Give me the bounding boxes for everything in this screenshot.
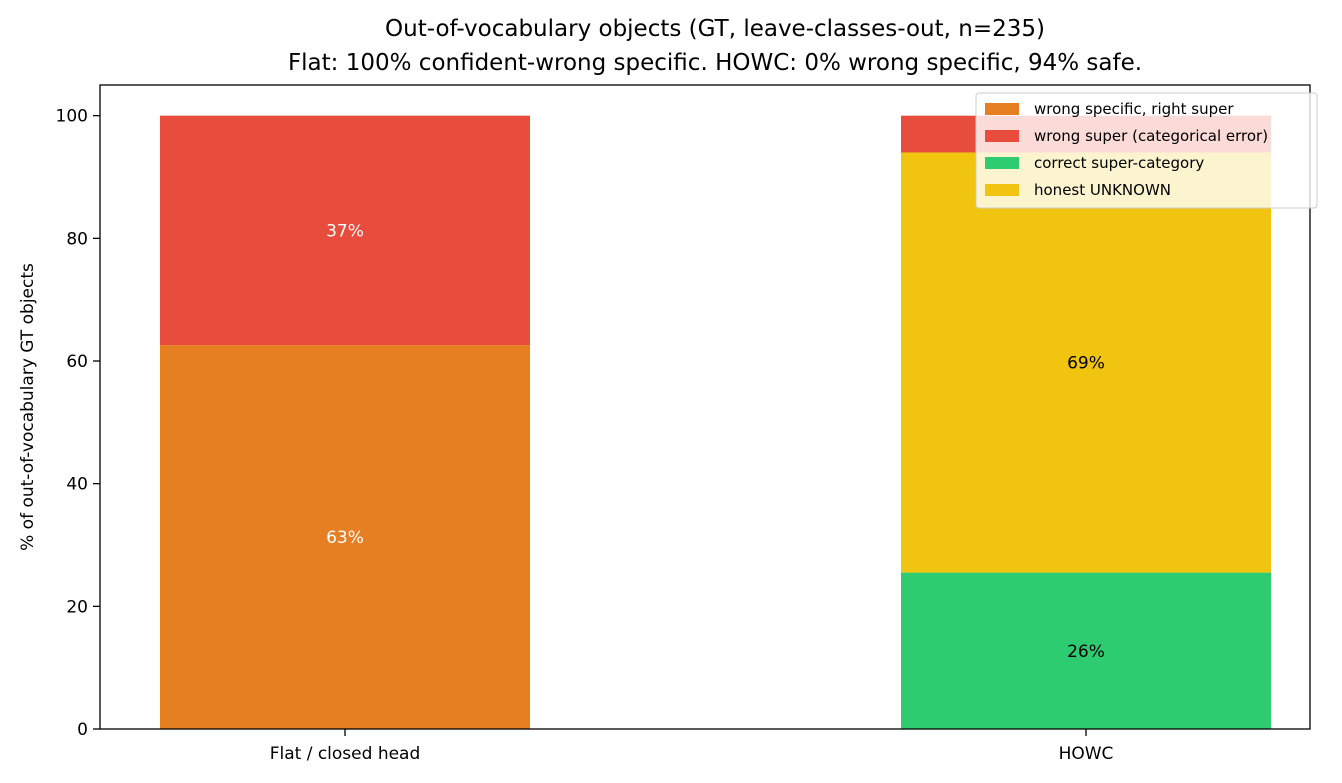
legend-swatch [985,130,1019,142]
bar-flat-wrong-super [160,115,530,346]
chart-subtitle: Flat: 100% confident-wrong specific. HOW… [288,50,1142,76]
chart-title: Out-of-vocabulary objects (GT, leave-cla… [385,16,1045,42]
x-tick-label: Flat / closed head [270,744,421,764]
y-tick-label: 40 [66,475,88,495]
legend-entry: wrong super (categorical error) [1034,127,1268,145]
legend-swatch [985,157,1019,169]
bar-value-label: 37% [326,221,364,241]
y-tick-label: 20 [66,597,88,617]
bar-flat-wrong-specific [160,345,530,729]
plot-area: 63% 37% 26% 69% 0 20 40 60 80 100 Flat / closed he… [56,84,1311,764]
bar-value-label: 69% [1067,354,1105,374]
y-axis-label: % of out-of-vocabulary GT objects [18,263,38,551]
bar-howc-honest-unknown [901,152,1271,573]
y-tick-label: 60 [66,352,88,372]
y-tick-label: 100 [56,107,88,127]
bar-howc-correct-super-category [901,572,1271,729]
legend-entry: wrong specific, right super [1034,100,1234,118]
bar-value-label: 26% [1067,642,1105,662]
bar-value-label: 63% [326,528,364,548]
legend-entry: correct super-category [1034,154,1204,172]
y-tick-label: 80 [66,229,88,249]
legend-entry: honest UNKNOWN [1034,181,1171,199]
y-tick-label: 0 [77,720,88,740]
legend: wrong specific, right super wrong super (… [975,92,1318,209]
legend-swatch [985,184,1019,196]
legend-box [975,92,1318,209]
x-tick-label: HOWC [1059,744,1114,764]
plot-frame [99,84,1311,730]
legend-swatch [985,103,1019,115]
